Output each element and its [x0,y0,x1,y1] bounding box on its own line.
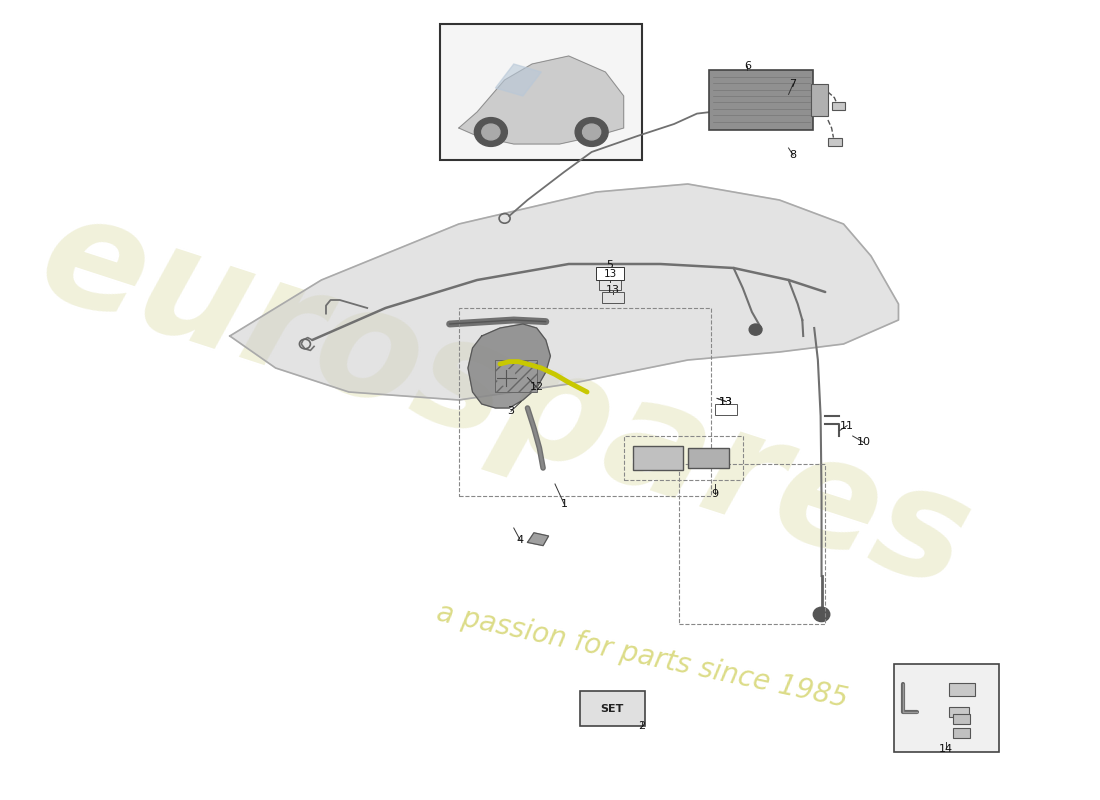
FancyBboxPatch shape [894,664,999,752]
FancyBboxPatch shape [688,448,729,468]
Circle shape [474,118,507,146]
Polygon shape [468,324,550,408]
Polygon shape [230,184,899,400]
Text: 8: 8 [790,150,796,160]
FancyBboxPatch shape [832,102,846,110]
Circle shape [813,607,829,622]
Polygon shape [495,360,537,392]
Text: 2: 2 [638,722,646,731]
Text: eurospares: eurospares [22,180,987,620]
Text: a passion for parts since 1985: a passion for parts since 1985 [433,598,850,714]
Text: 6: 6 [744,61,751,70]
FancyBboxPatch shape [954,714,970,724]
Text: 13: 13 [719,397,734,406]
Text: 7: 7 [790,79,796,89]
FancyBboxPatch shape [812,84,828,116]
Text: 13: 13 [603,269,617,278]
Text: SET: SET [601,704,624,714]
FancyBboxPatch shape [828,138,842,146]
Text: 5: 5 [606,260,614,270]
FancyBboxPatch shape [949,707,969,717]
Polygon shape [459,56,624,144]
Text: 10: 10 [857,438,871,447]
FancyBboxPatch shape [708,70,813,130]
Text: 5: 5 [606,271,614,281]
FancyBboxPatch shape [440,24,642,160]
FancyBboxPatch shape [954,728,970,738]
Text: 3: 3 [507,406,515,416]
FancyBboxPatch shape [632,446,683,470]
Text: 12: 12 [529,382,543,392]
Circle shape [749,324,762,335]
Text: 9: 9 [712,490,718,499]
Circle shape [575,118,608,146]
Circle shape [583,124,601,140]
Text: 13: 13 [606,285,619,294]
Text: 13: 13 [719,397,734,406]
FancyBboxPatch shape [580,691,645,726]
Text: 4: 4 [517,535,524,545]
Text: 1: 1 [561,499,568,509]
Circle shape [482,124,499,140]
Polygon shape [528,533,549,546]
Polygon shape [495,64,541,96]
Circle shape [497,370,516,386]
Text: 11: 11 [840,421,855,430]
Text: 14: 14 [939,744,954,754]
FancyBboxPatch shape [596,267,624,280]
FancyBboxPatch shape [949,683,975,696]
